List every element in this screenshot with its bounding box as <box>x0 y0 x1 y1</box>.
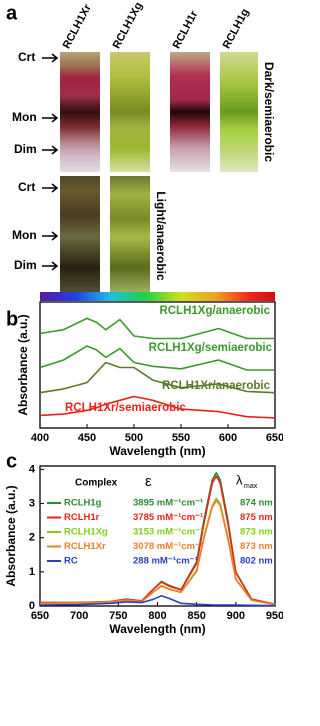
legend-lambda: 873 nm <box>240 527 273 538</box>
series-label: RCLH1Xr/semiaerobic <box>65 402 186 414</box>
column-label: RCLH1Xg <box>111 0 145 50</box>
y-tick-label: 2 <box>29 532 35 544</box>
band-label: Crt <box>18 180 35 194</box>
x-tick-label: 750 <box>109 610 127 622</box>
series-line <box>39 345 275 371</box>
y-tick-label: 4 <box>29 463 36 475</box>
legend-epsilon: 3153 mM⁻¹cm⁻¹ <box>133 527 203 538</box>
legend-name: RCLH1g <box>64 498 102 509</box>
x-axis-label: Wavelength (nm) <box>109 622 205 636</box>
spectrum-bar <box>40 292 275 301</box>
gel-strip <box>60 52 100 172</box>
series-label: RCLH1Xg/anaerobic <box>159 305 270 317</box>
band-label: Dim <box>14 142 37 156</box>
arrow <box>42 261 59 271</box>
x-tick-label: 600 <box>219 432 237 444</box>
column-label: RCLH1g <box>221 7 252 51</box>
legend-lambda: 873 nm <box>240 541 273 552</box>
panel-label: b <box>6 308 18 330</box>
series-line <box>39 595 276 607</box>
x-tick-label: 850 <box>187 610 205 622</box>
legend-name: RC <box>64 556 78 567</box>
series-line <box>40 475 276 606</box>
legend-epsilon: 288 mM⁻¹cm⁻¹ <box>133 556 198 567</box>
series-label: RCLH1Xg/semiaerobic <box>149 342 273 354</box>
legend-epsilon: 3895 mM⁻¹cm⁻¹ <box>133 498 203 509</box>
x-tick-label: 700 <box>70 610 88 622</box>
x-tick-label: 500 <box>125 432 143 444</box>
arrow <box>42 231 59 241</box>
gel-strip <box>170 52 210 172</box>
y-tick-label: 1 <box>29 566 35 578</box>
legend-header: λ <box>236 472 243 487</box>
legend-header: max <box>244 483 258 490</box>
condition-label: Light/anaerobic <box>154 191 168 281</box>
band-label: Dim <box>14 258 37 272</box>
gel-strip <box>110 176 150 298</box>
x-tick-label: 650 <box>31 610 49 622</box>
legend-epsilon: 3078 mM⁻¹cm⁻¹ <box>133 541 203 552</box>
legend-lambda: 874 nm <box>240 498 273 509</box>
y-tick-label: 0 <box>29 600 35 612</box>
legend-header: ε <box>145 473 152 490</box>
legend-name: RCLH1Xg <box>64 527 108 538</box>
legend-name: RCLH1r <box>64 512 100 523</box>
arrow <box>42 145 59 155</box>
y-tick-label: 3 <box>29 497 35 509</box>
arrow <box>42 113 59 123</box>
x-tick-label: 650 <box>266 432 283 444</box>
condition-label: Dark/semiaerobic <box>262 62 276 162</box>
legend-epsilon: 3785 mM⁻¹cm⁻¹ <box>133 512 203 523</box>
figure: a RCLH1Xr RCLH1Xg RCLH1r RCLH1g Dark/sem… <box>4 0 283 636</box>
series-line <box>39 317 275 340</box>
gel-strip <box>220 52 258 172</box>
x-tick-label: 800 <box>148 610 166 622</box>
gel-strip <box>110 52 150 172</box>
series-line <box>39 361 276 394</box>
series-line <box>39 395 276 419</box>
column-label: RCLH1Xr <box>61 2 95 51</box>
x-axis-label: Wavelength (nm) <box>109 444 205 458</box>
band-label: Mon <box>12 228 37 242</box>
band-label: Mon <box>12 110 37 124</box>
x-tick-label: 400 <box>31 432 49 444</box>
series-label: RCLH1Xr/anaerobic <box>162 380 271 392</box>
x-tick-label: 900 <box>227 610 245 622</box>
arrow <box>42 53 59 63</box>
x-tick-label: 450 <box>78 432 96 444</box>
panel-label: c <box>6 450 17 472</box>
arrow <box>42 183 59 193</box>
gel-strip <box>60 176 100 298</box>
panel-label: a <box>6 2 18 24</box>
y-axis-label: Absorbance (a.u.) <box>4 485 18 586</box>
x-tick-label: 950 <box>266 610 283 622</box>
legend-name: RCLH1Xr <box>64 541 106 552</box>
panel-a: a RCLH1Xr RCLH1Xg RCLH1r RCLH1g Dark/sem… <box>6 0 276 298</box>
column-label: RCLH1r <box>171 8 201 50</box>
band-label: Crt <box>18 50 35 64</box>
legend-lambda: 802 nm <box>240 556 273 567</box>
legend-header: Complex <box>75 478 118 489</box>
series-line <box>39 500 276 606</box>
y-axis-label: Absorbance (a.u.) <box>16 314 30 415</box>
legend-lambda: 875 nm <box>240 512 273 523</box>
plot-frame <box>39 301 276 429</box>
x-tick-label: 550 <box>172 432 190 444</box>
